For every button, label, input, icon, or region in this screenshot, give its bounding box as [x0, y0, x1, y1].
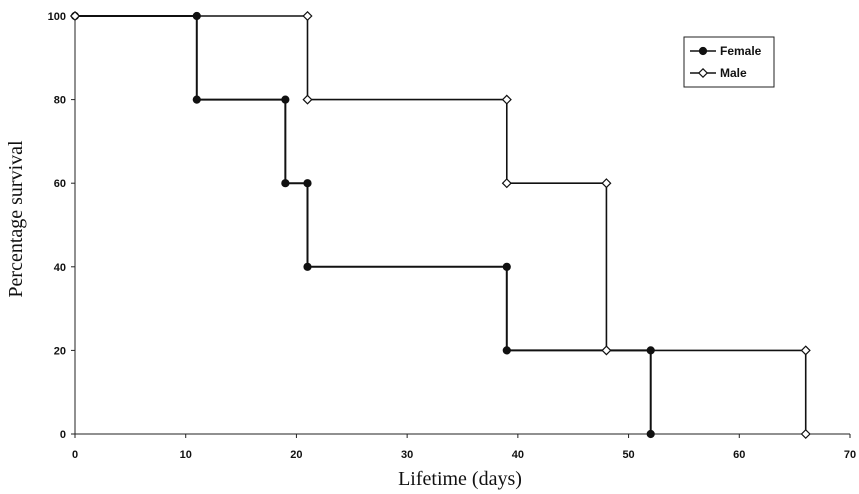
data-point-male — [800, 428, 811, 440]
data-point-female — [281, 179, 290, 188]
data-point-female — [281, 95, 290, 104]
data-point-female — [502, 262, 511, 271]
x-axis-title: Lifetime (days) — [398, 468, 522, 490]
y-axis-ticks: 0 20 40 60 80 100 — [48, 11, 75, 441]
x-tick-label: 70 — [844, 449, 856, 461]
series-line-female — [75, 15, 652, 434]
x-tick-label: 40 — [512, 449, 524, 461]
y-tick-label: 80 — [54, 95, 66, 107]
y-axis-title: Percentage survival — [5, 140, 27, 298]
legend-label: Female — [720, 44, 762, 58]
legend-swatch-marker — [697, 67, 709, 79]
y-tick-label: 60 — [54, 178, 66, 190]
data-point-male — [501, 94, 512, 105]
y-tick-label: 0 — [60, 429, 66, 441]
legend-swatch-marker — [698, 46, 708, 56]
series-female — [70, 11, 655, 439]
data-point-male — [800, 345, 811, 356]
x-tick-label: 0 — [72, 449, 78, 461]
legend: Female Male — [683, 36, 775, 88]
plot-frame — [74, 16, 850, 435]
series-layer — [69, 10, 811, 440]
data-point-male — [302, 94, 313, 105]
data-point-female — [192, 95, 201, 104]
x-tick-label: 10 — [180, 449, 192, 461]
data-point-male — [601, 345, 612, 356]
data-point-female — [646, 429, 655, 439]
data-point-female — [303, 179, 312, 188]
x-tick-label: 50 — [622, 449, 634, 461]
legend-item-male: Male — [690, 66, 747, 80]
y-tick-label: 100 — [48, 11, 66, 23]
legend-box — [683, 36, 775, 88]
data-point-male — [601, 178, 612, 189]
x-axis-ticks: 0 10 20 30 40 50 60 70 — [72, 434, 856, 461]
y-tick-label: 20 — [54, 345, 66, 357]
x-tick-label: 20 — [290, 449, 302, 461]
legend-item-female: Female — [690, 44, 762, 58]
x-tick-label: 30 — [401, 449, 413, 461]
data-point-female — [303, 262, 312, 271]
data-point-female — [502, 346, 511, 355]
legend-label: Male — [720, 66, 747, 80]
data-point-male — [69, 10, 81, 22]
series-male — [69, 10, 811, 440]
data-point-male — [501, 178, 512, 189]
x-tick-label: 60 — [733, 449, 745, 461]
data-point-male — [302, 10, 313, 22]
y-tick-label: 40 — [54, 262, 66, 274]
